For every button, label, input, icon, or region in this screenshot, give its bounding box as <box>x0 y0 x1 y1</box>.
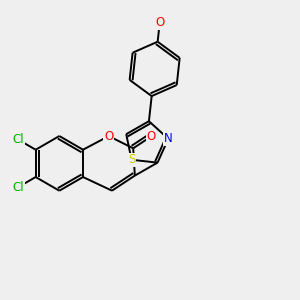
Text: Cl: Cl <box>12 133 24 146</box>
Text: O: O <box>146 130 156 143</box>
Text: S: S <box>128 153 135 166</box>
Text: N: N <box>164 132 173 145</box>
Text: Cl: Cl <box>12 181 24 194</box>
Text: O: O <box>155 16 164 29</box>
Text: O: O <box>104 130 113 142</box>
